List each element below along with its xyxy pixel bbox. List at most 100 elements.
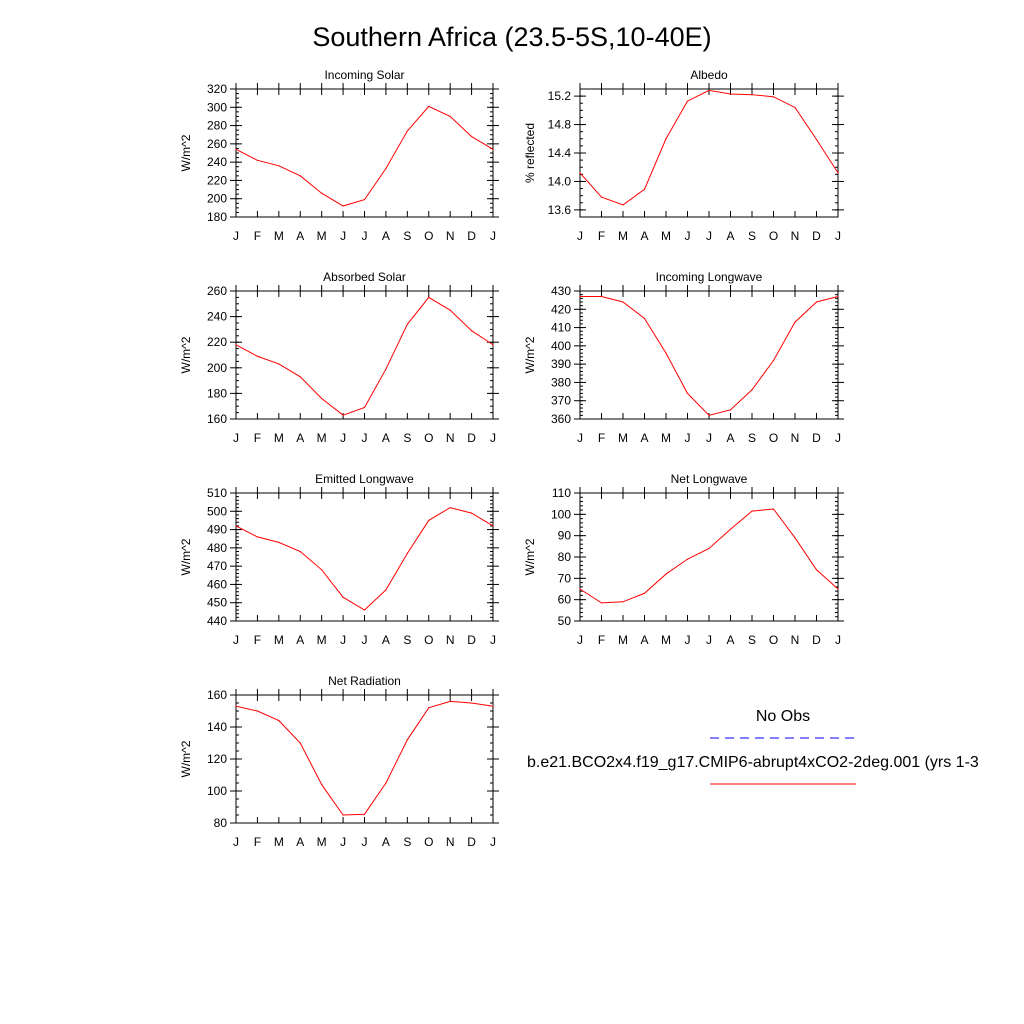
- y-tick-label: 110: [552, 486, 571, 500]
- y-tick-label: 13.6: [548, 203, 572, 217]
- x-tick-label: A: [382, 633, 390, 647]
- data-point: [235, 344, 237, 346]
- y-tick-label: 80: [558, 550, 572, 564]
- x-tick-label: J: [685, 431, 691, 445]
- y-tick-label: 450: [207, 596, 227, 610]
- x-tick-label: M: [661, 431, 671, 445]
- x-tick-label: M: [317, 229, 327, 243]
- data-point: [708, 89, 710, 92]
- x-tick-label: A: [726, 633, 734, 647]
- data-point: [470, 330, 473, 332]
- data-point: [622, 601, 624, 603]
- data-point: [299, 175, 301, 177]
- data-point: [492, 705, 494, 707]
- x-tick-label: J: [362, 835, 368, 849]
- x-tick-label: O: [424, 431, 433, 445]
- x-tick-label: J: [490, 229, 496, 243]
- x-tick-label: N: [791, 431, 800, 445]
- x-tick-label: J: [362, 431, 368, 445]
- data-point: [579, 295, 581, 298]
- x-tick-label: J: [233, 633, 239, 647]
- x-tick-label: J: [685, 633, 691, 647]
- x-tick-label: D: [812, 633, 821, 647]
- panel-emitted-longwave: Emitted Longwave W/m^2 440 450 460 470 480 490 5…: [179, 472, 499, 647]
- data-point: [579, 172, 581, 174]
- data-point: [470, 702, 473, 704]
- y-tick-label: 430: [551, 284, 571, 298]
- data-point: [299, 742, 301, 744]
- x-tick-label: S: [403, 229, 411, 243]
- x-tick-label: J: [685, 229, 691, 243]
- series-line-incoming-solar: [235, 105, 494, 207]
- x-tick-label: J: [340, 835, 346, 849]
- data-point: [278, 165, 280, 167]
- y-tick-label: 80: [214, 816, 228, 830]
- y-tick-label: 460: [207, 577, 227, 591]
- data-point: [363, 406, 366, 409]
- y-tick-label: 60: [558, 593, 572, 607]
- data-point: [772, 96, 775, 98]
- plot-frame: [579, 88, 839, 218]
- x-tick-label: M: [274, 229, 284, 243]
- x-tick-label: J: [706, 229, 712, 243]
- data-point: [449, 115, 451, 118]
- data-point: [342, 814, 344, 816]
- panel-incoming-longwave: Incoming Longwave W/m^2 360 370 380 390 400 410…: [523, 270, 844, 445]
- y-tick-label: 70: [558, 571, 572, 585]
- data-point: [406, 739, 408, 741]
- data-point: [686, 100, 689, 102]
- x-tick-label: F: [598, 633, 605, 647]
- x-tick-label: M: [274, 431, 284, 445]
- data-point: [686, 392, 689, 394]
- data-point: [665, 352, 667, 354]
- y-tick-label: 100: [551, 507, 571, 521]
- y-tick-label: 180: [207, 386, 227, 400]
- y-tick-label: 14.4: [548, 146, 572, 160]
- y-tick-label: 320: [207, 82, 227, 96]
- y-tick-label: 400: [551, 339, 571, 353]
- x-tick-label: J: [577, 431, 583, 445]
- panel-title: Net Longwave: [671, 472, 748, 486]
- data-point: [449, 309, 451, 311]
- data-point: [708, 547, 710, 550]
- data-point: [321, 569, 323, 571]
- data-point: [363, 813, 366, 815]
- x-tick-label: A: [726, 431, 734, 445]
- y-tick-label: 14.8: [548, 118, 572, 132]
- y-tick-label: 420: [551, 302, 571, 316]
- x-tick-label: S: [748, 229, 756, 243]
- y-tick-label: 90: [558, 529, 572, 543]
- y-tick-label: 160: [207, 688, 227, 702]
- data-point: [751, 94, 753, 96]
- data-point: [235, 705, 237, 707]
- x-tick-label: O: [769, 229, 778, 243]
- y-tick-label: 260: [207, 137, 227, 151]
- data-point: [794, 321, 796, 323]
- plot-frame: [235, 492, 494, 622]
- data-point: [363, 609, 366, 611]
- data-point: [278, 720, 280, 722]
- data-point: [751, 389, 753, 391]
- x-tick-label: D: [467, 633, 476, 647]
- plot-frame: [235, 88, 494, 218]
- y-axis-label: W/m^2: [523, 336, 537, 373]
- y-tick-label: 380: [551, 375, 571, 389]
- y-tick-label: 410: [551, 321, 571, 335]
- y-tick-label: 160: [207, 412, 227, 426]
- data-point: [428, 707, 430, 709]
- data-point: [772, 508, 775, 510]
- data-point: [235, 148, 237, 150]
- y-axis-label: % reflected: [523, 123, 537, 183]
- x-tick-label: J: [362, 633, 368, 647]
- x-tick-label: M: [618, 633, 628, 647]
- x-tick-label: J: [490, 835, 496, 849]
- data-point: [622, 301, 624, 303]
- panel-title: Incoming Solar: [324, 68, 404, 82]
- panel-title: Absorbed Solar: [323, 270, 406, 284]
- x-tick-label: O: [769, 431, 778, 445]
- x-tick-label: F: [598, 229, 605, 243]
- data-point: [772, 359, 775, 362]
- x-tick-label: J: [835, 431, 841, 445]
- data-point: [643, 592, 646, 594]
